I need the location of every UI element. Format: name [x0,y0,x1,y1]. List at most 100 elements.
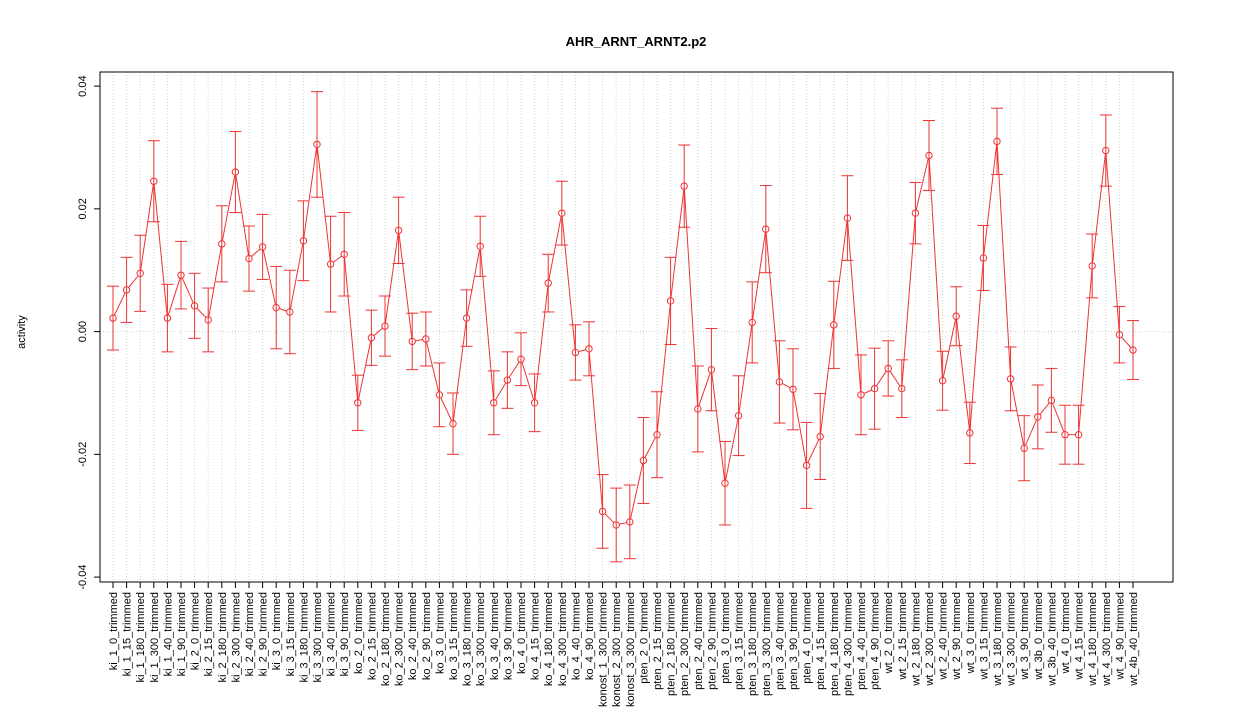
connector [1105,153,1120,332]
x-tick-label: pten_2_90_trimmed [706,592,718,690]
connector [915,158,929,211]
connector [588,351,603,509]
x-tick-label: ko_4_300_trimmed [557,592,569,686]
connector [398,233,413,339]
x-tick-label: ko_2_300_trimmed [394,592,406,686]
x-tick-label: pten_4_300_trimmed [842,592,854,696]
point [367,334,376,342]
point [680,182,688,190]
point [1102,146,1110,155]
x-tick-label: ki_2_180_trimmed [217,592,229,683]
point [802,461,811,470]
connector [1025,419,1037,446]
connector [181,277,194,304]
point [340,250,348,258]
connector [373,327,383,337]
point [979,254,988,262]
connector [725,418,739,481]
connector [235,175,249,256]
point [122,286,131,294]
point [544,279,552,287]
point [449,419,457,428]
x-tick-label: ki_3_15_trimmed [285,592,297,676]
x-tick-label: wt_2_90_trimmed [951,592,963,680]
x-tick-label: pten_2_0_trimmed [638,592,650,684]
point [653,431,661,439]
x-tick-label: wt_3b_0_trimmed [1033,592,1045,680]
x-tick-label: wt_4_300_trimmed [1101,592,1113,687]
point [530,399,539,407]
connector [738,325,753,413]
point [177,271,185,279]
point [843,214,852,222]
point [734,411,743,420]
y-tick-label: -0.02 [77,442,89,467]
connector [303,147,318,238]
connector [698,372,711,407]
connector [357,340,372,400]
point [272,303,280,312]
point [1061,431,1069,439]
connector [969,261,984,430]
x-tick-label: ki_3_300_trimmed [312,592,324,683]
connector [619,522,627,525]
point [1034,413,1042,421]
point [435,391,444,399]
connector [384,233,399,323]
y-tick-label: 0.02 [77,198,89,219]
point [884,364,892,373]
connector [196,307,207,318]
connector [656,304,671,432]
connector [561,216,576,350]
x-tick-label: ko_4_40_trimmed [570,592,582,680]
connector [128,275,139,288]
x-tick-label: ko_2_90_trimmed [421,592,433,680]
connector [630,463,644,519]
x-tick-label: ko_4_0_trimmed [516,592,528,674]
point [938,377,947,385]
connector [1092,153,1106,263]
point [286,308,294,316]
connector [793,392,807,463]
connector [1039,402,1050,415]
y-tick-label: 0.04 [77,75,89,96]
y-tick-label: -0.04 [77,565,89,590]
plot-frame [99,71,1174,583]
point [422,335,430,343]
x-tick-label: pten_3_40_trimmed [774,592,786,690]
connector [781,383,791,389]
point [503,376,512,384]
connector [875,370,887,387]
x-tick-label: ki_2_40_trimmed [244,592,256,676]
x-tick-label: pten_2_180_trimmed [666,592,678,696]
connector [983,144,998,255]
point [789,385,797,393]
x-tick-label: pten_4_90_trimmed [870,592,882,690]
x-tick-label: pten_2_15_trimmed [652,592,664,690]
point [870,384,879,393]
point [1020,444,1028,452]
x-tick-label: ko_3_90_trimmed [502,592,514,680]
connector [670,189,685,298]
x-tick-label: ki_2_300_trimmed [230,592,242,683]
point [694,405,702,413]
point [150,177,158,185]
x-tick-label: ko_3_180_trimmed [462,592,474,686]
point [571,348,580,357]
connector [942,319,957,378]
point [204,316,212,324]
point [857,391,865,399]
connector [279,308,287,312]
x-tick-label: pten_4_0_trimmed [802,592,814,684]
x-tick-label: pten_2_40_trimmed [693,592,705,690]
point [993,137,1001,146]
point [612,521,620,529]
connector [956,319,970,430]
point [925,151,933,160]
x-tick-label: ki_1_180_trimmed [135,592,147,683]
x-tick-label: ko_4_15_trimmed [530,592,542,680]
connector [479,249,495,400]
connector [113,292,126,316]
connector [343,257,359,400]
x-tick-label: ko_3_0_trimmed [434,592,446,674]
